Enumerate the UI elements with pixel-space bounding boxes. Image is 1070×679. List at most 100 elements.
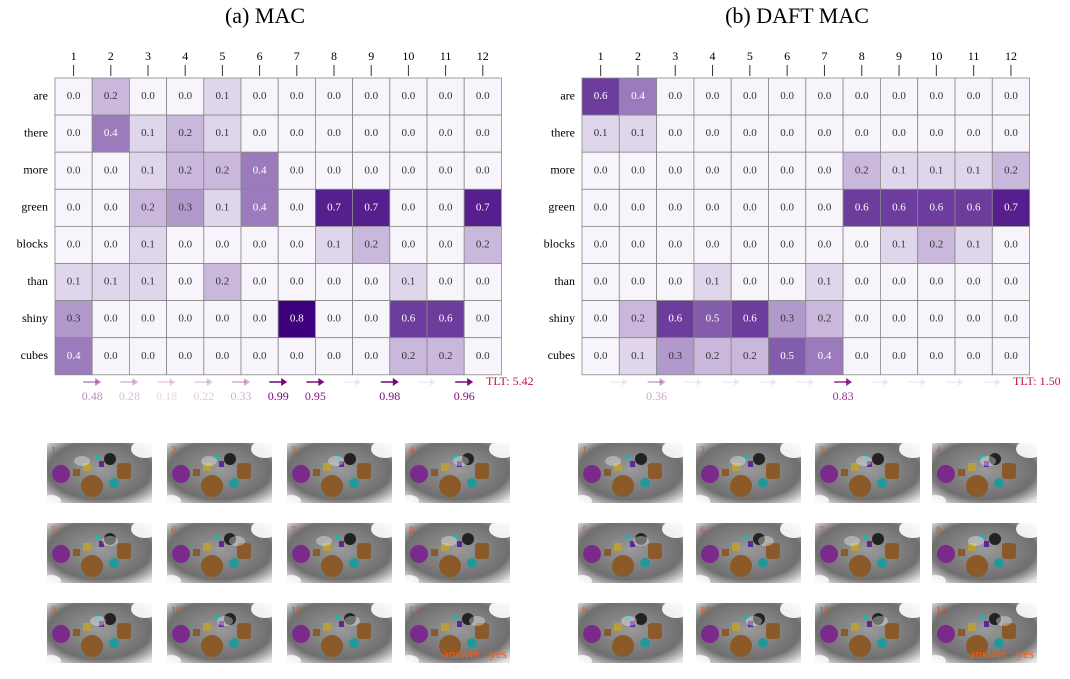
arrow-head — [430, 378, 436, 386]
cell-value: 0.7 — [327, 201, 341, 213]
cell-value: 0.0 — [327, 276, 341, 288]
cell-value: 0.6 — [892, 201, 906, 213]
cell-value: 0.0 — [476, 350, 490, 362]
cell-value: 0.1 — [631, 350, 645, 362]
arrow-head — [622, 378, 628, 386]
cell-value: 0.0 — [594, 201, 608, 213]
cell-value: 0.1 — [141, 238, 155, 250]
row-label: blocks — [17, 237, 49, 251]
cell-value: 0.0 — [668, 90, 682, 102]
cell-value: 0.2 — [818, 313, 832, 325]
cell-value: 0.4 — [253, 164, 267, 176]
cell-value: 0.4 — [818, 350, 832, 362]
cell-value: 0.0 — [476, 276, 490, 288]
row-label: more — [23, 163, 48, 177]
cell-value: 0.0 — [631, 238, 645, 250]
cell-value: 0.6 — [668, 313, 682, 325]
row-label: shiny — [22, 311, 48, 325]
figure: (a) MAC123456789101112are0.00.20.00.00.1… — [0, 0, 1070, 679]
cell-value: 0.4 — [253, 201, 267, 213]
cell-value: 0.0 — [631, 164, 645, 176]
step-number: 2 — [700, 445, 705, 456]
cell-value: 0.1 — [67, 276, 81, 288]
row-label: more — [550, 163, 575, 177]
cell-value: 0.1 — [594, 127, 608, 139]
cell-value: 0.0 — [364, 90, 378, 102]
arrow-head — [734, 378, 740, 386]
cell-value: 0.0 — [780, 238, 794, 250]
cell-value: 0.0 — [104, 313, 118, 325]
column-label: 12 — [1005, 49, 1017, 63]
cell-value: 0.0 — [743, 201, 757, 213]
cell-value: 0.2 — [216, 164, 230, 176]
cell-value: 0.0 — [594, 313, 608, 325]
cell-value: 0.0 — [402, 164, 416, 176]
cell-value: 0.0 — [364, 164, 378, 176]
arrow-value: 0.22 — [193, 389, 214, 403]
cell-value: 0.0 — [780, 201, 794, 213]
column-label: 2 — [108, 49, 114, 63]
cell-value: 0.6 — [402, 313, 416, 325]
cell-value: 0.5 — [780, 350, 794, 362]
scene-thumbnail — [399, 520, 517, 587]
arrow-value: 0.96 — [454, 389, 475, 403]
cell-value: 0.0 — [594, 238, 608, 250]
cell-value: 0.8 — [290, 313, 304, 325]
cell-value: 0.0 — [402, 238, 416, 250]
arrow-value: 0.28 — [119, 389, 140, 403]
cell-value: 0.0 — [141, 313, 155, 325]
cell-value: 0.0 — [631, 201, 645, 213]
column-label: 4 — [182, 49, 188, 63]
cell-value: 0.0 — [364, 313, 378, 325]
arrow-head — [846, 378, 852, 386]
cell-value: 0.0 — [780, 276, 794, 288]
cell-value: 0.1 — [216, 201, 230, 213]
step-number: 3 — [291, 445, 296, 456]
cell-value: 0.0 — [929, 127, 943, 139]
cell-value: 0.0 — [327, 313, 341, 325]
cell-value: 0.6 — [929, 201, 943, 213]
cell-value: 0.0 — [967, 90, 981, 102]
cell-value: 0.0 — [290, 127, 304, 139]
column-label: 10 — [930, 49, 942, 63]
cell-value: 0.1 — [892, 238, 906, 250]
step-number: 4 — [936, 445, 941, 456]
cell-value: 0.7 — [476, 201, 490, 213]
cell-value: 0.0 — [402, 90, 416, 102]
cell-value: 0.0 — [104, 164, 118, 176]
cell-value: 0.0 — [668, 276, 682, 288]
cell-value: 0.0 — [855, 276, 869, 288]
cell-value: 0.6 — [967, 201, 981, 213]
arrow-head — [958, 378, 964, 386]
row-label: green — [548, 200, 575, 214]
attention-glow — [730, 456, 746, 466]
row-label: there — [24, 125, 48, 139]
cell-value: 0.0 — [104, 201, 118, 213]
cell-value: 0.0 — [439, 276, 453, 288]
step-number: 11 — [291, 605, 301, 616]
step-number: 7 — [819, 525, 824, 536]
cell-value: 0.0 — [253, 313, 267, 325]
cell-value: 0.0 — [668, 127, 682, 139]
step-number: 1 — [51, 445, 56, 456]
cell-value: 0.0 — [743, 238, 757, 250]
panel-title: (b) DAFT MAC — [725, 3, 869, 28]
cell-value: 0.0 — [290, 238, 304, 250]
cell-value: 0.0 — [892, 127, 906, 139]
cell-value: 0.2 — [141, 201, 155, 213]
attention-glow — [968, 536, 984, 546]
scene-thumbnail — [41, 600, 159, 667]
column-label: 7 — [294, 49, 300, 63]
scene-thumbnail — [926, 440, 1044, 507]
attention-glow — [453, 456, 469, 466]
cell-value: 0.0 — [668, 238, 682, 250]
cell-value: 0.5 — [706, 313, 720, 325]
cell-value: 0.2 — [631, 313, 645, 325]
column-label: 5 — [219, 49, 225, 63]
cell-value: 0.0 — [67, 90, 81, 102]
cell-value: 0.0 — [253, 350, 267, 362]
attention-glow — [328, 456, 344, 466]
arrow-head — [95, 378, 101, 386]
column-label: 5 — [747, 49, 753, 63]
cell-value: 0.4 — [631, 90, 645, 102]
